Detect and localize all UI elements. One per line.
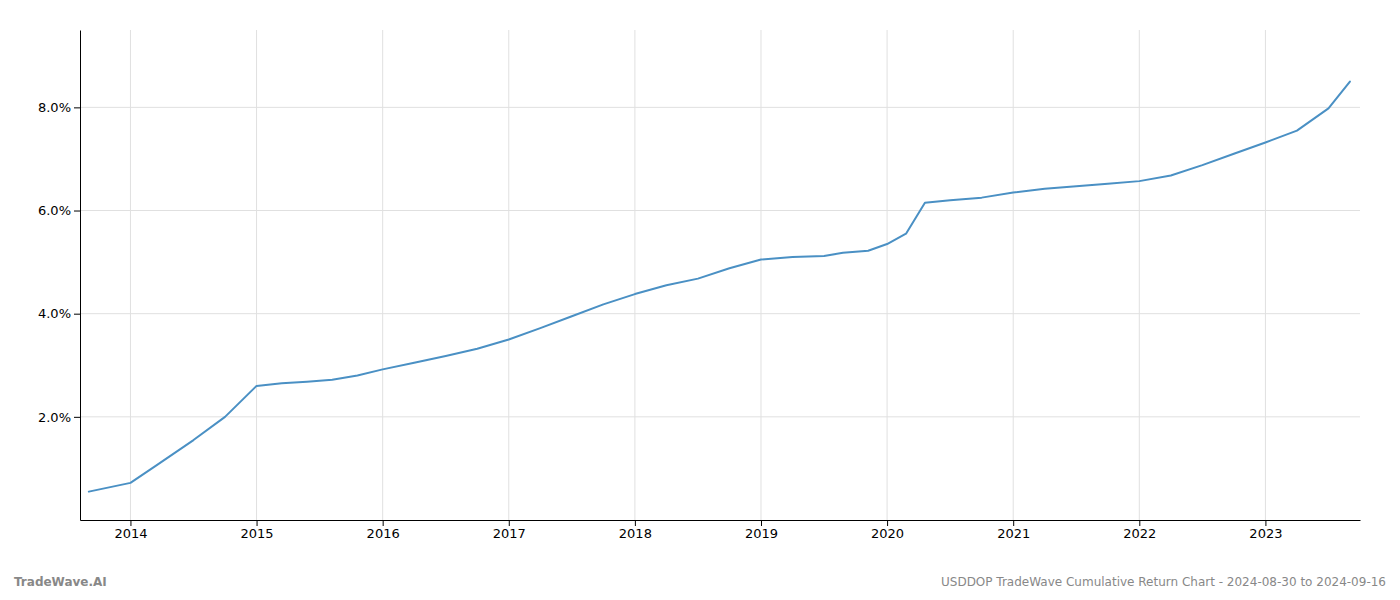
y-tick-label: 4.0%	[38, 306, 71, 321]
y-tick: 6.0%	[38, 203, 80, 218]
y-grid-line	[80, 107, 1360, 108]
x-grid-line	[887, 30, 888, 520]
y-tick: 8.0%	[38, 100, 80, 115]
x-tick: 2015	[241, 520, 274, 541]
x-tick: 2017	[493, 520, 526, 541]
y-grid-line	[80, 210, 1360, 211]
x-tick-mark	[257, 520, 258, 526]
y-tick-label: 2.0%	[38, 410, 71, 425]
y-tick-mark	[74, 211, 80, 212]
x-tick-mark	[635, 520, 636, 526]
x-tick: 2019	[745, 520, 778, 541]
y-axis: 2.0% 4.0% 6.0% 8.0%	[38, 31, 81, 521]
x-grid-line	[760, 30, 761, 520]
x-tick: 2022	[1123, 520, 1156, 541]
x-tick: 2020	[871, 520, 904, 541]
x-tick-label: 2014	[114, 526, 147, 541]
x-tick-label: 2022	[1123, 526, 1156, 541]
annotation: TradeWave.AI	[14, 575, 107, 589]
x-tick-label: 2018	[619, 526, 652, 541]
x-tick-label: 2017	[493, 526, 526, 541]
x-grid-line	[382, 30, 383, 520]
y-tick-label: 6.0%	[38, 203, 71, 218]
x-tick-mark	[1265, 520, 1266, 526]
x-tick-mark	[761, 520, 762, 526]
y-tick-mark	[74, 314, 80, 315]
x-grid-line	[1013, 30, 1014, 520]
x-tick-label: 2021	[997, 526, 1030, 541]
x-axis: 2014 2015 2016 2017 2018 2019 2020 2021 2022 2023	[81, 520, 1361, 541]
x-tick-label: 2019	[745, 526, 778, 541]
x-tick-mark	[887, 520, 888, 526]
line	[89, 82, 1350, 492]
x-tick: 2018	[619, 520, 652, 541]
y-grid-line	[80, 416, 1360, 417]
x-grid-line	[1139, 30, 1140, 520]
x-tick: 2023	[1249, 520, 1282, 541]
y-tick-label: 8.0%	[38, 100, 71, 115]
x-grid-line	[256, 30, 257, 520]
x-tick-label: 2020	[871, 526, 904, 541]
x-tick-mark	[1013, 520, 1014, 526]
grid	[80, 30, 1360, 520]
x-tick-mark	[1139, 520, 1140, 526]
x-tick-label: 2023	[1249, 526, 1282, 541]
x-tick-mark	[130, 520, 131, 526]
plot-area: 2014 2015 2016 2017 2018 2019 2020 2021 2022 2023…	[38, 30, 1361, 541]
y-tick: 4.0%	[38, 306, 80, 321]
x-grid-line	[508, 30, 509, 520]
x-tick-label: 2015	[241, 526, 274, 541]
x-tick-mark	[383, 520, 384, 526]
y-tick-mark	[74, 107, 80, 108]
x-grid-line	[634, 30, 635, 520]
y-tick-mark	[74, 417, 80, 418]
x-tick: 2014	[114, 520, 147, 541]
marks	[89, 82, 1350, 492]
chart: 2014 2015 2016 2017 2018 2019 2020 2021 2022 2023…	[0, 0, 1400, 600]
x-tick: 2021	[997, 520, 1030, 541]
y-grid-line	[80, 313, 1360, 314]
x-axis-line	[81, 520, 1361, 521]
x-tick-mark	[509, 520, 510, 526]
x-tick-label: 2016	[367, 526, 400, 541]
annotation: USDDOP TradeWave Cumulative Return Chart…	[941, 575, 1386, 589]
x-grid-line	[130, 30, 131, 520]
y-tick: 2.0%	[38, 410, 80, 425]
y-axis-line	[80, 31, 81, 521]
x-tick: 2016	[367, 520, 400, 541]
x-grid-line	[1265, 30, 1266, 520]
